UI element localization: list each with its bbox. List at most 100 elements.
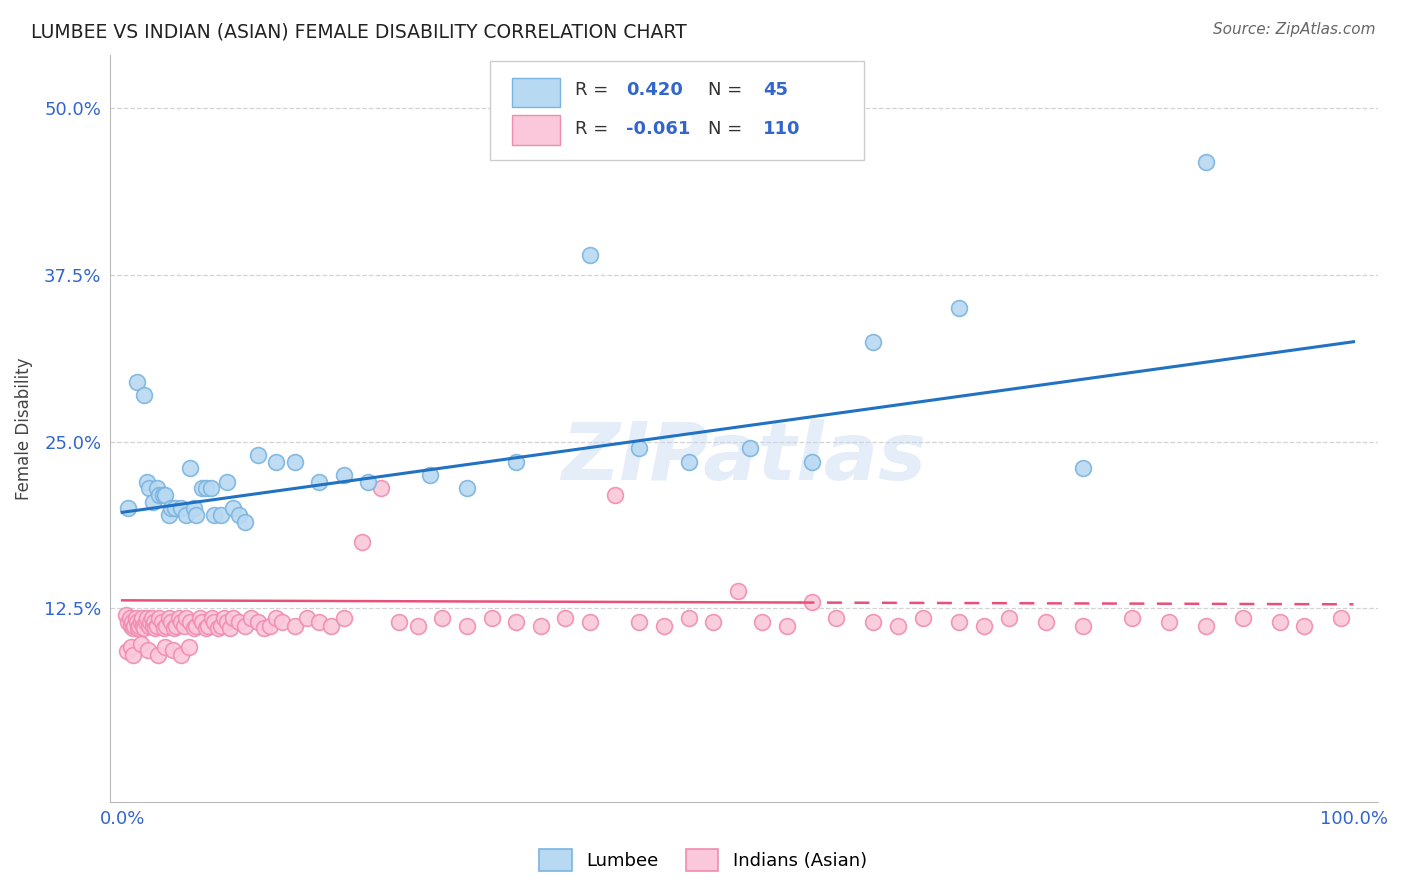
Point xyxy=(125,375,148,389)
Point xyxy=(129,637,152,651)
Point xyxy=(862,334,884,349)
Text: R =: R = xyxy=(575,120,614,138)
Point xyxy=(1071,461,1094,475)
Point xyxy=(456,618,478,632)
Point xyxy=(321,618,343,632)
Point xyxy=(173,618,195,632)
Point xyxy=(948,615,970,629)
Point xyxy=(228,615,250,629)
Point xyxy=(283,618,305,632)
Point xyxy=(530,618,553,632)
Point xyxy=(308,475,330,489)
Point xyxy=(165,618,187,632)
Point xyxy=(295,610,318,624)
Point xyxy=(751,615,773,629)
Point xyxy=(628,615,651,629)
Point xyxy=(862,615,884,629)
Point xyxy=(122,648,145,662)
Point xyxy=(174,610,197,624)
Text: ZIPatlas: ZIPatlas xyxy=(561,419,927,497)
Point xyxy=(973,618,995,632)
Point xyxy=(233,515,256,529)
Point xyxy=(141,610,163,624)
Point xyxy=(579,615,602,629)
Point xyxy=(170,648,193,662)
Point xyxy=(129,615,152,629)
Text: LUMBEE VS INDIAN (ASIAN) FEMALE DISABILITY CORRELATION CHART: LUMBEE VS INDIAN (ASIAN) FEMALE DISABILI… xyxy=(31,22,686,41)
Point xyxy=(222,501,245,516)
Point xyxy=(1330,610,1353,624)
Point xyxy=(207,621,229,635)
Point xyxy=(146,648,169,662)
Point xyxy=(122,621,145,635)
Point xyxy=(702,615,724,629)
Point xyxy=(155,618,177,632)
Point xyxy=(145,618,167,632)
Point xyxy=(1157,615,1180,629)
Point xyxy=(505,455,527,469)
Point xyxy=(170,615,193,629)
Point xyxy=(197,618,219,632)
Legend: Lumbee, Indians (Asian): Lumbee, Indians (Asian) xyxy=(531,842,875,879)
Point xyxy=(204,508,226,522)
Point xyxy=(800,455,823,469)
Point xyxy=(117,615,139,629)
Point xyxy=(554,610,576,624)
Point xyxy=(246,615,269,629)
Point xyxy=(135,610,157,624)
FancyBboxPatch shape xyxy=(491,62,865,160)
Point xyxy=(125,615,148,629)
Point xyxy=(118,610,141,624)
Point xyxy=(240,610,263,624)
Point xyxy=(142,618,165,632)
FancyBboxPatch shape xyxy=(512,115,560,145)
Point xyxy=(215,475,238,489)
Point xyxy=(183,621,205,635)
Point xyxy=(170,501,193,516)
Point xyxy=(505,615,527,629)
Point xyxy=(222,610,245,624)
Point xyxy=(145,481,167,495)
Text: N =: N = xyxy=(709,81,748,99)
Point xyxy=(1195,154,1218,169)
Point xyxy=(134,388,156,402)
Point xyxy=(174,508,197,522)
Point xyxy=(160,501,183,516)
Point xyxy=(652,618,675,632)
Point xyxy=(1121,610,1143,624)
Point xyxy=(271,615,294,629)
Point xyxy=(179,461,201,475)
Point xyxy=(120,618,142,632)
Point xyxy=(800,595,823,609)
Point xyxy=(253,621,276,635)
Point xyxy=(194,621,217,635)
Point xyxy=(283,455,305,469)
Point xyxy=(246,448,269,462)
Point xyxy=(419,468,441,483)
Point xyxy=(200,481,222,495)
Point xyxy=(201,610,224,624)
Text: 45: 45 xyxy=(763,81,787,99)
Point xyxy=(1232,610,1254,624)
Point xyxy=(155,488,177,502)
Point xyxy=(138,481,160,495)
Point xyxy=(370,481,392,495)
Point xyxy=(1035,615,1057,629)
Point xyxy=(127,621,149,635)
Point xyxy=(165,501,187,516)
Point xyxy=(157,610,180,624)
Point xyxy=(727,584,749,599)
Text: N =: N = xyxy=(709,120,748,138)
Point xyxy=(1195,618,1218,632)
Point xyxy=(352,534,374,549)
Point xyxy=(167,610,190,624)
Point xyxy=(132,618,155,632)
Point xyxy=(155,640,177,654)
Point xyxy=(1071,618,1094,632)
Point xyxy=(308,615,330,629)
Y-axis label: Female Disability: Female Disability xyxy=(15,357,32,500)
Point xyxy=(179,615,201,629)
Point xyxy=(157,508,180,522)
Point xyxy=(678,610,700,624)
Point xyxy=(191,615,214,629)
